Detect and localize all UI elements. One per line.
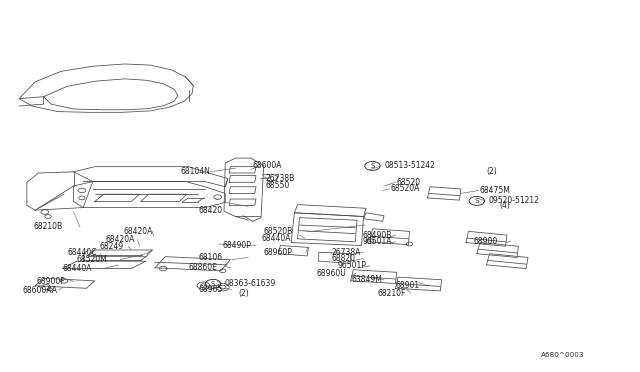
Text: 08363-61639: 08363-61639 [225,279,276,288]
Text: 68520A: 68520A [390,185,420,193]
Text: 68960U: 68960U [317,269,346,278]
Text: 68440A: 68440A [63,264,92,273]
Text: 68210F: 68210F [378,289,406,298]
Text: 68901: 68901 [396,281,420,290]
Text: 68490B: 68490B [363,231,392,240]
Text: 63849M: 63849M [352,275,383,284]
Text: 68420A: 68420A [124,227,153,236]
Text: 68420A: 68420A [106,235,135,244]
Text: 68249: 68249 [99,242,124,251]
Text: S: S [475,198,479,204]
Text: 68210B: 68210B [33,222,63,231]
Text: 68475M: 68475M [480,186,511,195]
Text: 68600A: 68600A [253,161,282,170]
Text: 68520M: 68520M [77,255,108,264]
Text: 26738B: 26738B [266,174,295,183]
Text: 68860E: 68860E [189,263,218,272]
Text: 68960P: 68960P [264,248,292,257]
Text: 68600AA: 68600AA [22,286,58,295]
Text: (2): (2) [486,167,497,176]
Text: 68104N: 68104N [180,167,210,176]
Text: 08513-51242: 08513-51242 [385,161,435,170]
Text: S: S [371,163,374,169]
Text: A680^0003: A680^0003 [541,352,584,358]
Text: 68550: 68550 [266,181,290,190]
Text: 68420: 68420 [198,206,223,215]
Text: 68440A: 68440A [261,234,291,243]
Text: 68965: 68965 [198,285,223,294]
Text: 68490P: 68490P [223,241,252,250]
Text: 96501P: 96501P [338,262,367,270]
Text: (4): (4) [499,201,510,210]
Text: 96501A: 96501A [363,237,392,246]
Text: 68900: 68900 [474,237,498,246]
Text: 09520-51212: 09520-51212 [488,196,539,205]
Text: 68900F: 68900F [36,277,65,286]
Text: (2): (2) [238,289,249,298]
Text: 68440C: 68440C [67,248,97,257]
Text: 68520: 68520 [397,178,421,187]
Text: 68820: 68820 [332,254,356,263]
Text: 26738A: 26738A [332,248,361,257]
Text: 68520B: 68520B [264,227,293,236]
Text: 68106: 68106 [198,253,223,262]
Text: S: S [211,281,215,287]
